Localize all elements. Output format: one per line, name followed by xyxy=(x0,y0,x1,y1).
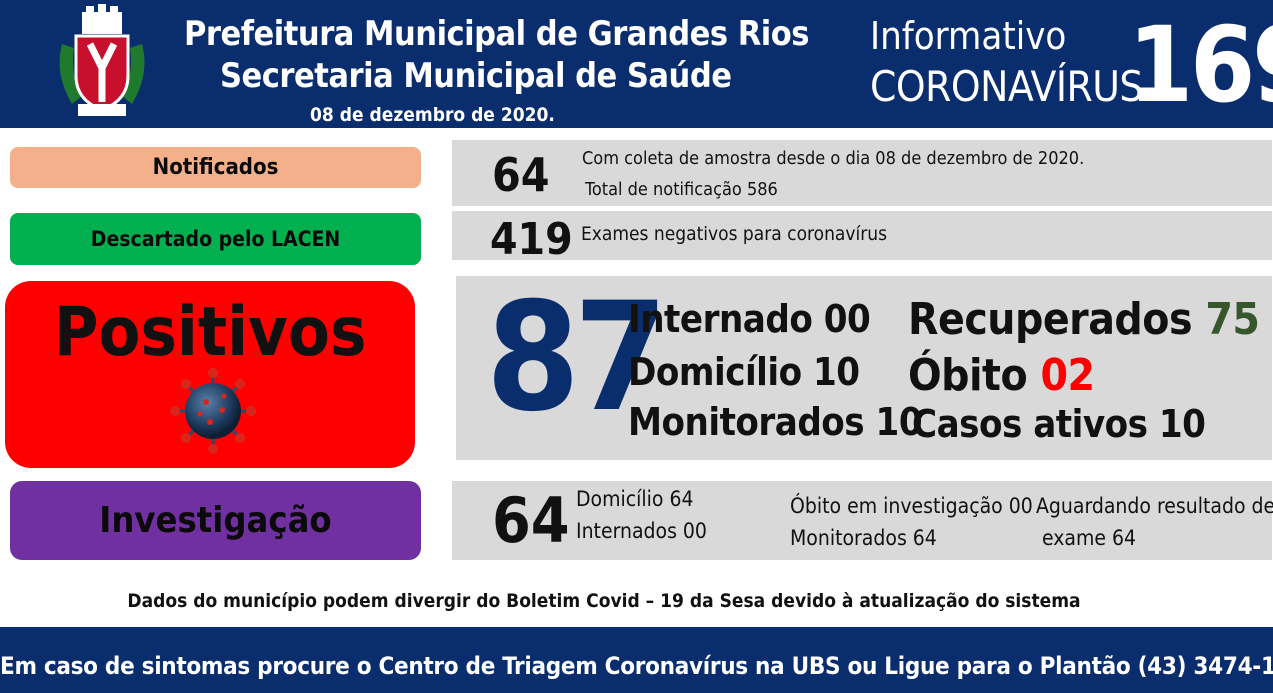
investigacao-obito: Óbito em investigação 00 xyxy=(790,494,1033,518)
investigacao-internados: Internados 00 xyxy=(576,519,707,543)
header-informativo: Informativo xyxy=(870,14,1067,58)
notificados-total-text: Total de notificação 586 xyxy=(585,179,778,200)
domicilio-stat: Domicílio 10 xyxy=(628,350,860,394)
header-bar xyxy=(0,0,1273,128)
recuperados-value: 75 xyxy=(1205,294,1260,345)
bulletin-number: 169 xyxy=(1128,4,1273,126)
descartado-panel xyxy=(452,211,1272,260)
header-coronavirus: CORONAVÍRUS xyxy=(870,62,1143,111)
obito-value: 02 xyxy=(1040,350,1095,401)
positivos-box: Positivos xyxy=(5,281,415,468)
monitorados-stat: Monitorados 10 xyxy=(628,400,923,444)
obito-stat: Óbito 02 xyxy=(908,350,1095,401)
internado-stat: Internado 00 xyxy=(628,297,871,341)
footer-bar xyxy=(0,627,1273,693)
casos-ativos-stat: Casos ativos 10 xyxy=(912,402,1206,446)
notificados-value: 64 xyxy=(492,148,550,202)
descartado-text: Exames negativos para coronavírus xyxy=(581,223,888,245)
recuperados-stat: Recuperados 75 xyxy=(908,294,1260,345)
notificados-panel xyxy=(452,140,1272,206)
virus-icon xyxy=(170,368,256,454)
header-secretaria: Secretaria Municipal de Saúde xyxy=(220,56,732,96)
investigacao-value: 64 xyxy=(492,484,570,557)
header-date: 08 de dezembro de 2020. xyxy=(310,104,555,126)
notificados-coleta-text: Com coleta de amostra desde o dia 08 de … xyxy=(582,148,1085,169)
obito-label: Óbito xyxy=(908,350,1028,401)
footer-contact-text: Em caso de sintomas procure o Centro de … xyxy=(0,652,1273,680)
header-prefeitura: Prefeitura Municipal de Grandes Rios xyxy=(184,14,809,54)
descartado-value: 419 xyxy=(490,214,573,265)
recuperados-label: Recuperados xyxy=(908,294,1193,345)
investigacao-aguardando-line2: exame 64 xyxy=(1042,526,1137,550)
positivos-panel xyxy=(456,276,1272,460)
descartado-label: Descartado pelo LACEN xyxy=(10,213,421,265)
positivos-label: Positivos xyxy=(53,293,367,372)
disclaimer-note: Dados do município podem divergir do Bol… xyxy=(127,590,1081,612)
investigacao-domicilio: Domicílio 64 xyxy=(576,487,694,511)
coat-of-arms-icon xyxy=(59,4,145,116)
notificados-label: Notificados xyxy=(10,147,421,188)
investigacao-monitorados: Monitorados 64 xyxy=(790,526,937,550)
investigacao-aguardando-line1: Aguardando resultado de xyxy=(1036,494,1273,518)
positivos-value: 87 xyxy=(486,271,668,445)
investigacao-panel xyxy=(452,481,1272,560)
investigacao-label: Investigação xyxy=(10,481,421,560)
